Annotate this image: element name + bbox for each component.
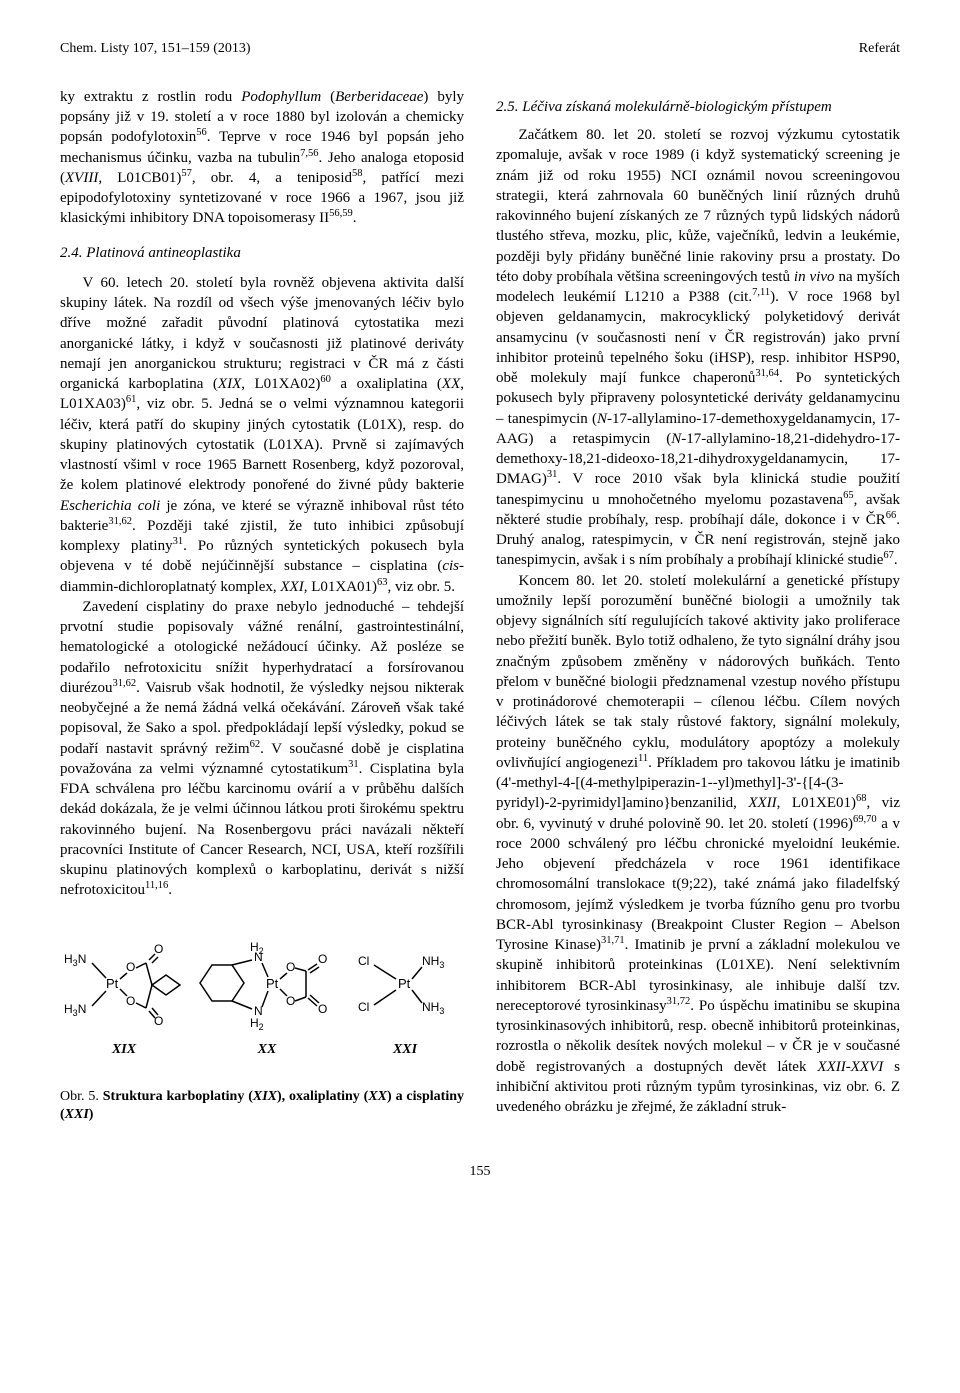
svg-text:NH3: NH3 xyxy=(422,1000,444,1016)
structure-label-xxi: XXI xyxy=(350,1041,460,1060)
svg-text:O: O xyxy=(126,960,135,974)
svg-text:O: O xyxy=(318,1002,327,1016)
structure-xxi: Pt Cl Cl NH3 NH3 XXI xyxy=(350,933,460,1060)
svg-text:O: O xyxy=(154,1014,163,1028)
left-para-2: V 60. letech 20. století byla rovněž obj… xyxy=(60,273,464,597)
svg-text:O: O xyxy=(318,952,327,966)
left-para-3: Zavedení cisplatiny do praxe nebylo jedn… xyxy=(60,597,464,901)
figure-5-structures: Pt H3N H3N O O xyxy=(60,933,464,1060)
svg-text:Cl: Cl xyxy=(358,1000,369,1014)
left-para-1: ky extraktu z rostlin rodu Podophyllum (… xyxy=(60,87,464,229)
svg-text:Pt: Pt xyxy=(266,976,279,991)
svg-text:H2: H2 xyxy=(250,1016,264,1032)
section-2-4-heading: 2.4. Platinová antineoplastika xyxy=(60,243,464,263)
left-column: ky extraktu z rostlin rodu Podophyllum (… xyxy=(60,87,464,1125)
right-para-2: Koncem 80. let 20. století molekulární a… xyxy=(496,571,900,1118)
svg-text:O: O xyxy=(154,942,163,956)
section-title: Léčiva získaná molekulárně-biologickým p… xyxy=(522,99,832,115)
section-number: 2.5. xyxy=(496,99,519,115)
svg-text:H3N: H3N xyxy=(64,1002,86,1018)
svg-text:Pt: Pt xyxy=(106,976,119,991)
right-column: 2.5. Léčiva získaná molekulárně-biologic… xyxy=(496,87,900,1125)
header-left: Chem. Listy 107, 151–159 (2013) xyxy=(60,40,251,59)
svg-text:H2: H2 xyxy=(250,940,264,956)
svg-text:O: O xyxy=(126,994,135,1008)
svg-text:NH3: NH3 xyxy=(422,954,444,970)
right-para-1: Začátkem 80. let 20. století se rozvoj v… xyxy=(496,125,900,571)
svg-text:H3N: H3N xyxy=(64,952,86,968)
structure-xix: Pt H3N H3N O O xyxy=(64,933,184,1060)
two-column-layout: ky extraktu z rostlin rodu Podophyllum (… xyxy=(60,87,900,1125)
svg-text:Pt: Pt xyxy=(398,976,411,991)
svg-text:O: O xyxy=(286,960,295,974)
header-right: Referát xyxy=(859,40,900,59)
section-number: 2.4. xyxy=(60,245,83,261)
figure-5-caption: Obr. 5. Struktura karboplatiny (XIX), ox… xyxy=(60,1088,464,1126)
svg-text:O: O xyxy=(286,994,295,1008)
structure-xx: N H2 N H2 Pt O xyxy=(192,933,342,1060)
running-header: Chem. Listy 107, 151–159 (2013) Referát xyxy=(60,40,900,59)
svg-text:Cl: Cl xyxy=(358,954,369,968)
structure-label-xx: XX xyxy=(192,1041,342,1060)
section-title: Platinová antineoplastika xyxy=(86,245,241,261)
section-2-5-heading: 2.5. Léčiva získaná molekulárně-biologic… xyxy=(496,97,900,117)
structure-label-xix: XIX xyxy=(64,1041,184,1060)
page-number: 155 xyxy=(60,1163,900,1182)
